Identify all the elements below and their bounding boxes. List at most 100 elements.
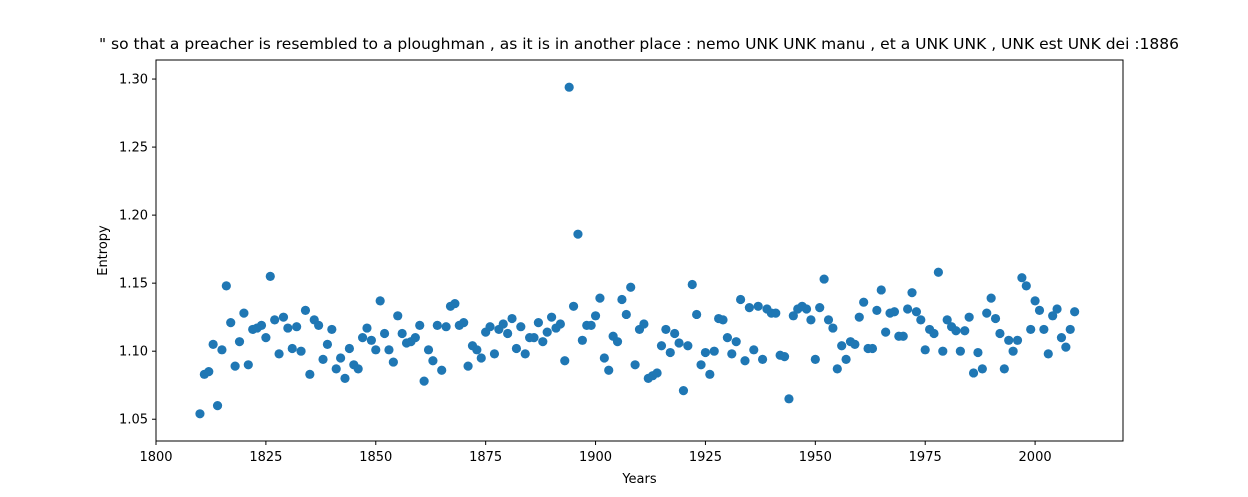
data-point	[560, 356, 570, 366]
data-point	[815, 303, 825, 313]
x-tick-label: 1800	[139, 450, 172, 465]
data-point	[854, 312, 864, 322]
data-point	[410, 332, 420, 343]
data-point	[810, 354, 820, 364]
data-point	[292, 322, 302, 332]
data-point	[590, 311, 601, 321]
data-point	[881, 327, 891, 337]
data-point	[920, 345, 930, 355]
data-point	[234, 337, 245, 347]
data-point	[278, 312, 289, 322]
data-point	[617, 294, 627, 305]
data-point	[459, 318, 469, 328]
data-point	[243, 360, 253, 370]
data-point	[388, 357, 398, 367]
data-point	[489, 349, 500, 359]
data-point	[898, 331, 908, 341]
data-point	[1021, 281, 1031, 291]
data-point	[612, 337, 623, 347]
data-point	[1043, 349, 1053, 359]
data-point	[841, 354, 851, 364]
data-point	[749, 345, 759, 355]
data-point	[204, 367, 214, 377]
data-point	[977, 364, 987, 374]
data-point	[599, 353, 609, 363]
data-point	[709, 346, 719, 356]
data-point	[850, 339, 860, 349]
data-point	[889, 307, 900, 317]
data-point	[995, 328, 1005, 339]
data-point	[573, 229, 583, 239]
data-point	[595, 293, 605, 303]
data-point	[287, 343, 297, 354]
data-point	[283, 323, 293, 333]
x-tick-label: 1825	[249, 450, 282, 465]
data-point	[1004, 335, 1014, 345]
data-point	[415, 320, 425, 330]
data-point	[938, 346, 948, 356]
data-point	[859, 297, 869, 307]
data-point	[423, 345, 434, 355]
data-point	[683, 341, 693, 351]
plot-frame	[155, 59, 1124, 442]
data-point	[428, 356, 438, 366]
data-point	[916, 315, 926, 325]
data-point	[485, 322, 495, 332]
data-point	[788, 311, 798, 321]
data-point	[437, 365, 447, 375]
data-point	[393, 311, 403, 321]
data-point	[832, 364, 842, 374]
data-point	[463, 361, 473, 371]
data-point	[538, 337, 548, 347]
data-point	[1008, 346, 1018, 356]
data-point	[1012, 335, 1023, 345]
data-point	[626, 282, 636, 292]
data-point	[516, 322, 526, 332]
data-point	[1039, 324, 1049, 335]
data-point	[933, 267, 943, 277]
y-tick-label: 1.15	[119, 277, 148, 292]
data-point	[968, 368, 979, 378]
data-point	[982, 308, 992, 318]
x-tick-label: 1850	[359, 450, 392, 465]
data-point	[212, 401, 223, 411]
data-point	[318, 354, 328, 364]
data-point	[586, 320, 596, 330]
y-tick-label: 1.05	[119, 413, 148, 428]
y-axis: 1.05 1.10 1.15 1.20 1.25 1.30	[119, 73, 156, 428]
data-point	[784, 394, 794, 404]
x-tick-label: 1925	[689, 450, 722, 465]
data-point	[314, 320, 324, 330]
data-point	[1056, 332, 1067, 343]
data-point	[221, 281, 231, 291]
data-point	[261, 332, 271, 343]
data-point	[1070, 307, 1080, 317]
data-point	[942, 315, 952, 325]
data-point	[507, 313, 517, 324]
data-point	[990, 313, 1001, 324]
data-point	[371, 345, 381, 355]
data-point	[907, 288, 917, 298]
data-point	[344, 343, 354, 354]
data-point	[546, 312, 557, 322]
data-point	[1052, 304, 1062, 314]
data-point	[384, 345, 394, 355]
data-point	[670, 328, 680, 339]
x-tick-label: 1950	[799, 450, 832, 465]
data-point	[265, 271, 275, 281]
data-point	[472, 345, 482, 355]
data-point	[397, 328, 407, 339]
y-tick-label: 1.25	[119, 141, 148, 156]
data-point	[336, 353, 346, 363]
data-point	[357, 332, 368, 343]
data-point	[819, 274, 829, 284]
data-point	[300, 305, 311, 315]
data-point	[195, 409, 205, 419]
x-tick-label: 1975	[909, 450, 942, 465]
data-point	[1061, 342, 1071, 352]
data-point	[674, 338, 684, 348]
data-point	[340, 373, 350, 384]
data-point	[296, 346, 306, 356]
data-point	[1026, 324, 1036, 335]
